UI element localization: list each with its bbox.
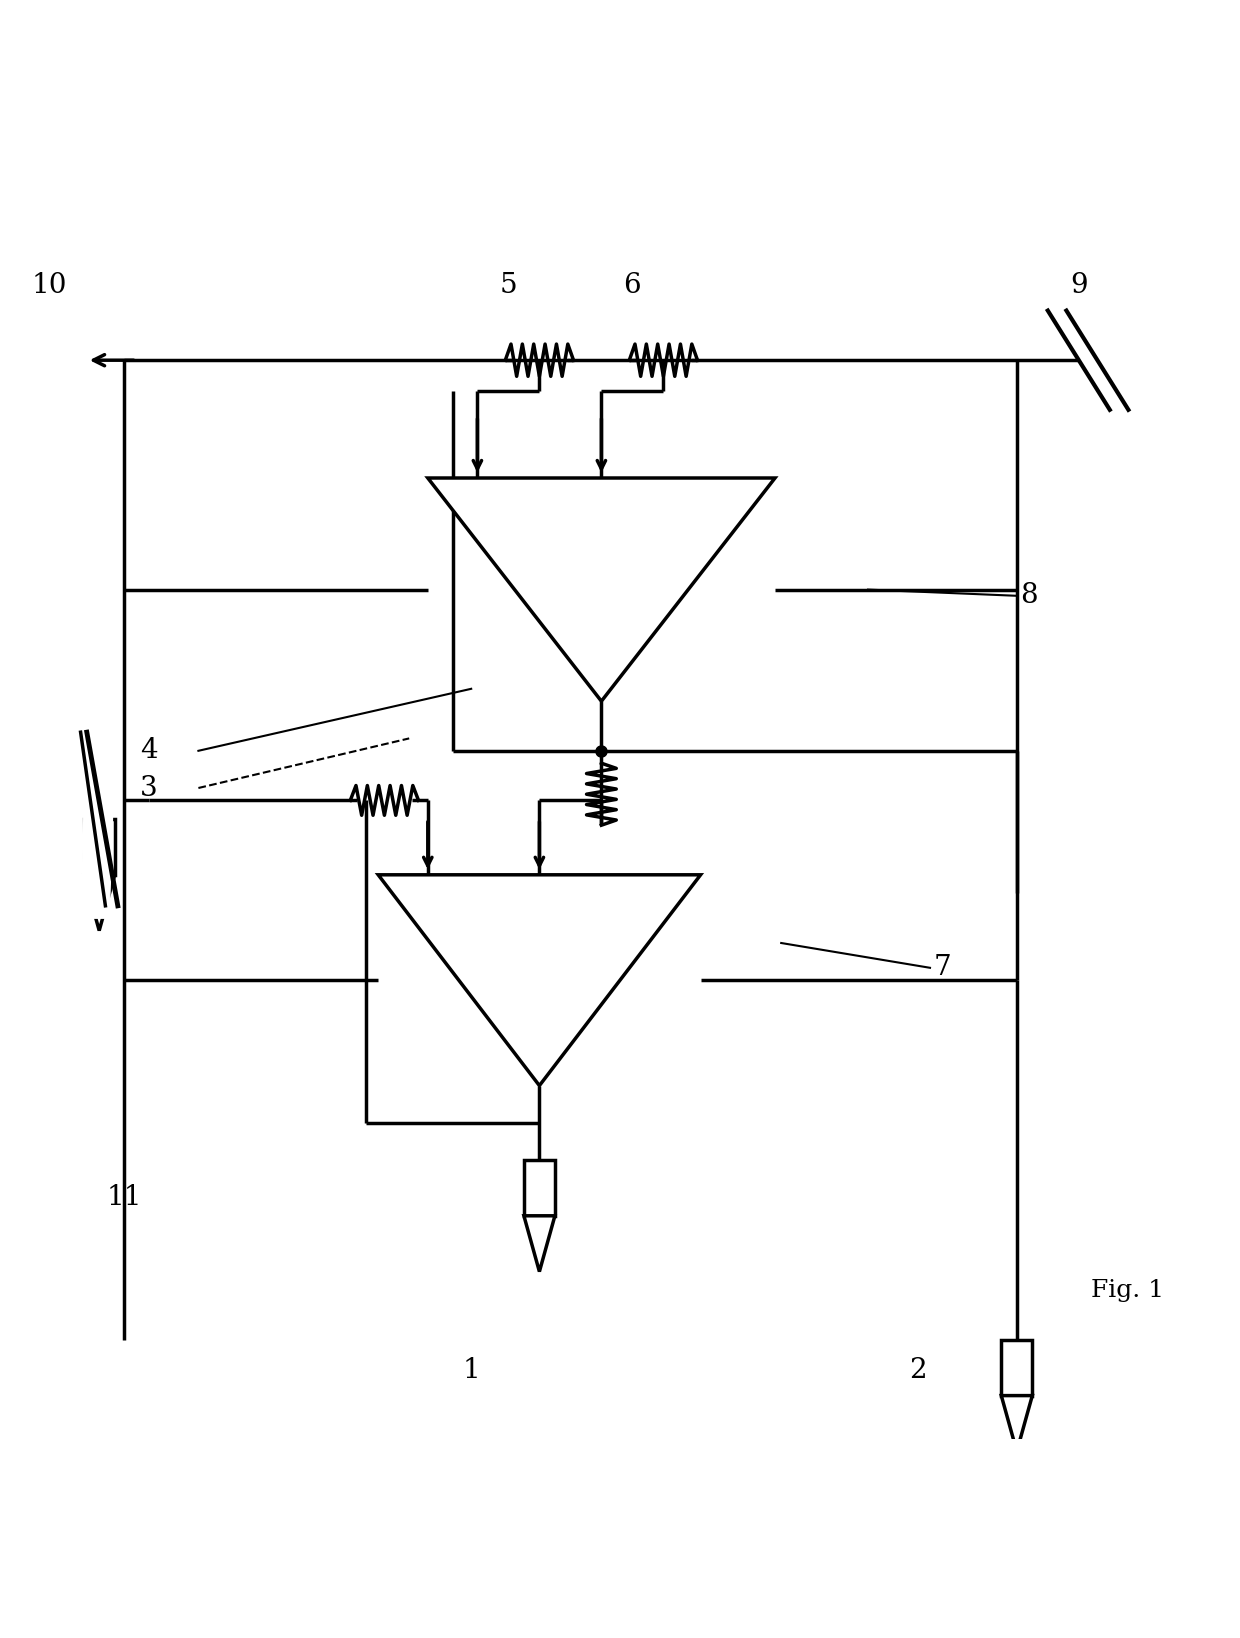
FancyBboxPatch shape (84, 819, 114, 875)
FancyBboxPatch shape (523, 1160, 556, 1215)
Polygon shape (428, 478, 775, 701)
Text: 5: 5 (500, 272, 517, 300)
Text: 2: 2 (909, 1358, 926, 1384)
Text: 8: 8 (1021, 581, 1038, 609)
Text: 1: 1 (463, 1358, 480, 1384)
Text: Fig. 1: Fig. 1 (1091, 1279, 1164, 1302)
Polygon shape (81, 770, 114, 919)
Text: 4: 4 (140, 737, 157, 765)
Polygon shape (378, 875, 701, 1086)
Text: 10: 10 (32, 272, 67, 300)
Polygon shape (1002, 1396, 1032, 1451)
Text: 11: 11 (107, 1184, 141, 1210)
Text: 9: 9 (1070, 272, 1087, 300)
Text: 7: 7 (934, 955, 951, 981)
Text: 3: 3 (140, 775, 157, 801)
Text: 6: 6 (624, 272, 641, 300)
Polygon shape (84, 875, 114, 930)
Polygon shape (523, 1215, 556, 1271)
FancyBboxPatch shape (1002, 1340, 1032, 1396)
